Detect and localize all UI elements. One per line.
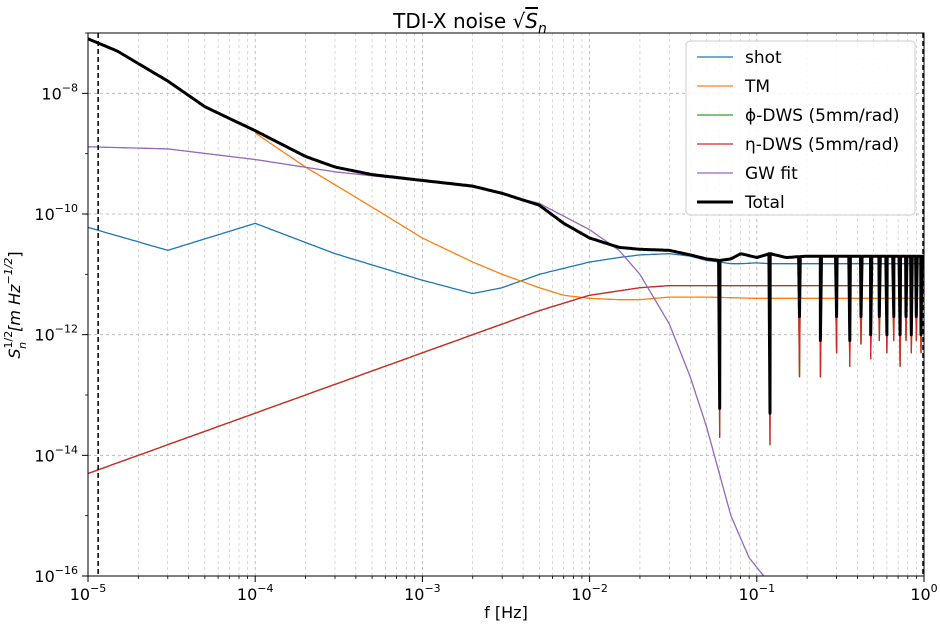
x-tick-label: 10−3 (404, 582, 441, 604)
legend-label: GW fit (745, 164, 798, 184)
chart-title: TDI-X noise √Sn (392, 9, 547, 37)
y-axis-label: S1/2n[m Hz−1/2] (2, 251, 29, 358)
legend-label: Total (744, 193, 785, 213)
legend-label: shot (745, 48, 782, 68)
title-math-sub: n (538, 21, 547, 37)
series-line-total (87, 37, 924, 415)
x-tick-label: 10−4 (237, 582, 274, 604)
x-tick-label: 10−1 (739, 582, 776, 604)
y-tick-label: 10−14 (34, 443, 78, 465)
plot-frame (87, 32, 925, 577)
y-axis-ticks: 10−16 10−14 10−12 10−10 10−8 (34, 32, 88, 586)
legend-label: TM (744, 77, 770, 97)
series-line-tm (254, 132, 924, 428)
x-tick-label: 10−2 (571, 582, 608, 604)
x-axis-ticks: 10−5 10−4 10−3 10−2 10−1 100 (70, 576, 938, 604)
x-axis-label: f [Hz] (484, 603, 528, 622)
title-sqrt: √ (513, 9, 526, 33)
y-tick-label: 10−10 (34, 202, 78, 224)
title-math: S (525, 9, 538, 33)
legend-label: ϕ-DWS (5mm/rad) (745, 106, 900, 126)
series-layer (87, 37, 924, 577)
legend-box (685, 40, 916, 216)
vertical-markers (97, 33, 924, 576)
series-line-gw-fit (88, 146, 765, 577)
x-tick-label: 100 (910, 582, 937, 604)
series-line-dws-5mm-rad (87, 284, 924, 475)
legend-label: η-DWS (5mm/rad) (745, 135, 899, 155)
series-line-shot (87, 222, 924, 396)
y-tick-label: 10−16 (34, 564, 78, 586)
title-prefix: TDI-X noise (392, 9, 512, 33)
legend: shot TM ϕ-DWS (5mm/rad) η-DWS (5mm/rad) GW f… (685, 40, 916, 216)
y-tick-label: 10−8 (41, 81, 78, 103)
x-tick-label: 10−5 (70, 582, 107, 604)
y-tick-label: 10−12 (34, 323, 78, 345)
